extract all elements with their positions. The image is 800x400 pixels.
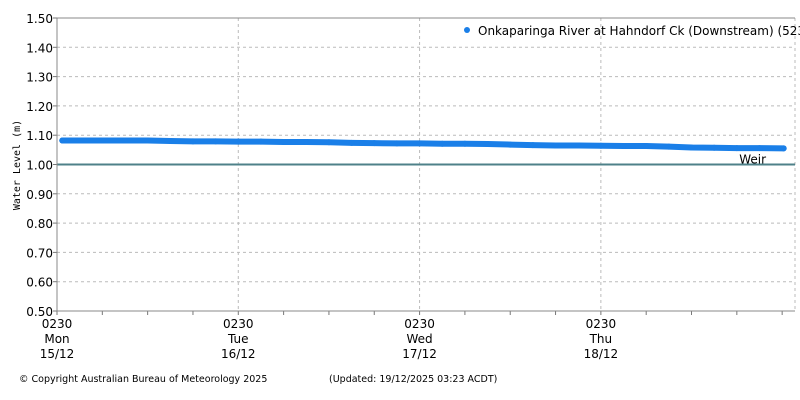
- data-point: [235, 138, 242, 145]
- y-tick-label: 0.70: [26, 246, 53, 260]
- x-tick-date: 17/12: [402, 347, 437, 361]
- y-axis-label: Water Level (m): [12, 120, 23, 210]
- copyright-text: © Copyright Australian Bureau of Meteoro…: [19, 374, 268, 385]
- data-point: [303, 138, 310, 145]
- x-tick-time: 0230: [223, 317, 254, 331]
- data-point: [756, 145, 763, 152]
- y-tick-label: 0.80: [26, 217, 53, 231]
- data-point: [461, 140, 468, 147]
- y-tick-label: 0.90: [26, 188, 53, 202]
- data-point: [280, 138, 287, 145]
- data-point: [688, 144, 695, 151]
- x-tick-day: Tue: [227, 332, 249, 346]
- data-point: [665, 143, 672, 150]
- data-point: [99, 137, 106, 144]
- data-point: [529, 142, 536, 149]
- data-point: [620, 143, 627, 150]
- data-point: [711, 144, 718, 151]
- weir-label: Weir: [739, 153, 766, 167]
- y-tick-label: 0.60: [26, 276, 53, 290]
- data-point: [733, 145, 740, 152]
- data-point: [212, 138, 219, 145]
- data-point: [371, 140, 378, 147]
- reference-lines: Weir: [57, 153, 795, 167]
- data-point: [643, 143, 650, 150]
- x-tick-day: Mon: [44, 332, 69, 346]
- data-point: [325, 139, 332, 146]
- x-tick-date: 15/12: [40, 347, 75, 361]
- data-point: [575, 142, 582, 149]
- data-point: [348, 139, 355, 146]
- x-tick-time: 0230: [586, 317, 617, 331]
- y-tick-label: 0.50: [26, 305, 53, 319]
- axes: 0.50 0.60 0.70 0.80 0.90 1.00 1.10 1.20 1.30 1.40…: [26, 12, 795, 361]
- data-point: [59, 137, 66, 144]
- data-point: [189, 138, 196, 145]
- legend: Onkaparinga River at Hahndorf Ck (Downst…: [464, 24, 800, 38]
- data-point: [76, 137, 83, 144]
- data-point: [144, 137, 151, 144]
- x-tick-day: Thu: [589, 332, 613, 346]
- x-tick-day: Wed: [406, 332, 432, 346]
- data-point: [167, 138, 174, 145]
- x-tick-date: 18/12: [584, 347, 619, 361]
- data-point: [507, 141, 514, 148]
- data-point: [393, 140, 400, 147]
- y-tick-label: 1.10: [26, 129, 53, 143]
- data-point: [484, 140, 491, 147]
- data-point: [780, 145, 787, 152]
- data-point: [552, 142, 559, 149]
- y-tick-label: 1.00: [26, 159, 53, 173]
- legend-label: Onkaparinga River at Hahndorf Ck (Downst…: [478, 24, 800, 38]
- series: [59, 137, 787, 152]
- data-point: [416, 140, 423, 147]
- x-tick-time: 0230: [42, 317, 73, 331]
- y-tick-label: 1.30: [26, 71, 53, 85]
- y-tick-label: 1.20: [26, 100, 53, 114]
- data-point: [257, 138, 264, 145]
- legend-marker: [464, 27, 470, 33]
- y-tick-label: 1.40: [26, 41, 53, 55]
- data-point: [121, 137, 128, 144]
- y-tick-label: 1.50: [26, 12, 53, 26]
- x-tick-date: 16/12: [221, 347, 256, 361]
- data-point: [439, 140, 446, 147]
- x-tick-time: 0230: [404, 317, 435, 331]
- data-point: [597, 142, 604, 149]
- updated-text: (Updated: 19/12/2025 03:23 ACDT): [329, 374, 498, 385]
